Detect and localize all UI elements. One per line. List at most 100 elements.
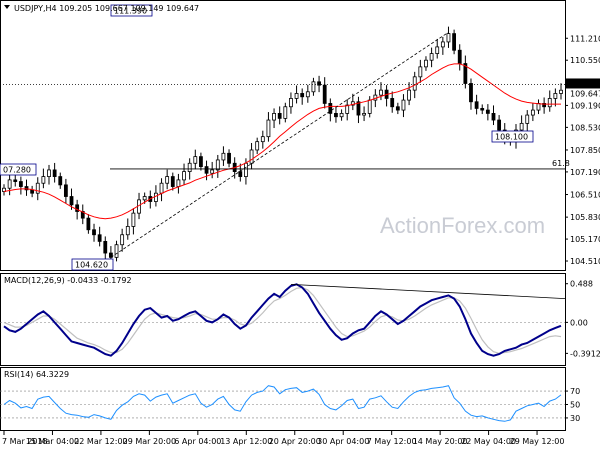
candle-body [559,89,563,94]
price-tick-label: 111.210 [570,34,600,43]
candle-body [13,179,18,182]
candle-body [277,113,282,119]
candle-body [300,93,305,98]
macd-panel: MACD(12,26,9) -0.0433 -0.1792 0.488 0.00 -… [0,273,600,366]
time-tick-label: 29 May 12:00 [510,437,565,446]
candle-body [154,192,158,202]
price-label-box [491,130,534,143]
candle-body [58,176,63,186]
candle-body [412,76,417,91]
candle-body [215,159,220,171]
candle-body [92,229,96,236]
price-tick-label: 110.550 [570,56,600,65]
candle-body [395,106,400,111]
candle-body [69,196,74,206]
candle-body [497,119,502,131]
candle-body [75,204,80,212]
time-tick-label: 15 Mar 04:00 [26,437,79,446]
candle-body [283,106,288,119]
candle-body [311,81,316,93]
price-label-text: 111.390 [114,7,147,16]
rsi-tick-label: 30 [570,414,580,423]
candle-body [86,217,91,231]
candle-body [440,41,445,48]
symbol-title: USDJPY,H4 [14,4,57,13]
candle-body [294,93,299,99]
price-tick-label: 105.170 [570,235,600,244]
candle-body [204,166,209,174]
candle-body [457,49,462,64]
candle-body [362,113,366,116]
candle-body [97,234,102,242]
price-title: USDJPY,H4 109.205 109.667 109.149 109.64… [14,4,199,13]
candle-body [480,108,485,111]
price-plot: 61.8 111.390 108.100 104.620 07.280 [0,4,570,271]
candle-body [176,179,181,187]
candle-body [418,66,423,78]
time-tick-label: 20 Apr 20:00 [269,437,321,446]
price-tick-label: 109.190 [570,101,600,110]
macd-signal-line [3,286,562,354]
candle-body [249,149,254,164]
candle-body [542,103,547,108]
macd-title: MACD(12,26,9) -0.0433 -0.1792 [4,276,132,285]
price-tick-label: 106.510 [570,191,600,200]
rsi-tick-label: 50 [570,401,580,410]
candle-body [435,46,440,54]
candle-body [407,89,411,101]
candle-body [35,182,40,194]
candle-body [328,103,333,114]
candle-body [159,182,164,194]
candle-body [491,113,496,121]
price-panel: ActionForex.com 61.8 111.390 108.100 104.62… [0,0,600,271]
last-price-text: 109.647 [570,89,600,98]
time-tick-label: 29 Mar 20:00 [123,437,176,446]
moving-average-line [3,63,561,220]
candle-body [322,84,327,104]
rsi-plot [0,385,565,422]
price-tick-label: 108.530 [570,123,600,132]
candle-body [227,152,231,164]
candle-body [367,99,372,114]
time-tick-label: 7 Mar 2018 [2,437,48,446]
trend-line [110,31,449,258]
candle-body [547,98,552,108]
candle-body [339,113,344,118]
candle-body [255,141,260,151]
time-tick-label: 14 May 20:00 [413,437,468,446]
candle-body [356,101,361,116]
candle-body [244,162,248,177]
candle-body [446,33,451,43]
price-label-box [71,258,114,271]
candle-body [350,101,355,106]
macd-tick-label: 0.00 [570,318,588,327]
candle-body [266,119,271,138]
candle-body [519,122,524,131]
candle-body [63,184,68,197]
candle-body [469,83,473,103]
time-tick-label: 6 Apr 04:00 [174,437,221,446]
time-tick-label: 13 Apr 12:00 [220,437,272,446]
candle-body [525,114,530,124]
rsi-panel-frame [0,367,566,431]
candle-body [305,91,310,98]
candle-body [125,226,130,236]
time-tick-label: 22 May 04:00 [461,437,516,446]
candle-body [345,104,350,114]
candle-body [530,109,535,116]
price-label-box [110,4,153,17]
candle-body [536,103,541,111]
price-label-text: 07.280 [3,166,31,175]
resistance-price-tag [566,78,600,89]
candle-body [317,81,321,86]
price-tick-label: 105.830 [570,213,600,222]
macd-panel-frame [0,273,566,366]
price-tick-label: 107.190 [570,168,600,177]
price-tick-label: 107.850 [570,146,600,155]
candle-body [120,234,125,246]
ohlc-readout: 109.205 109.667 109.149 109.647 [59,4,199,13]
candle-body [41,176,46,184]
resistance-price-text: 109.820 [570,79,600,88]
